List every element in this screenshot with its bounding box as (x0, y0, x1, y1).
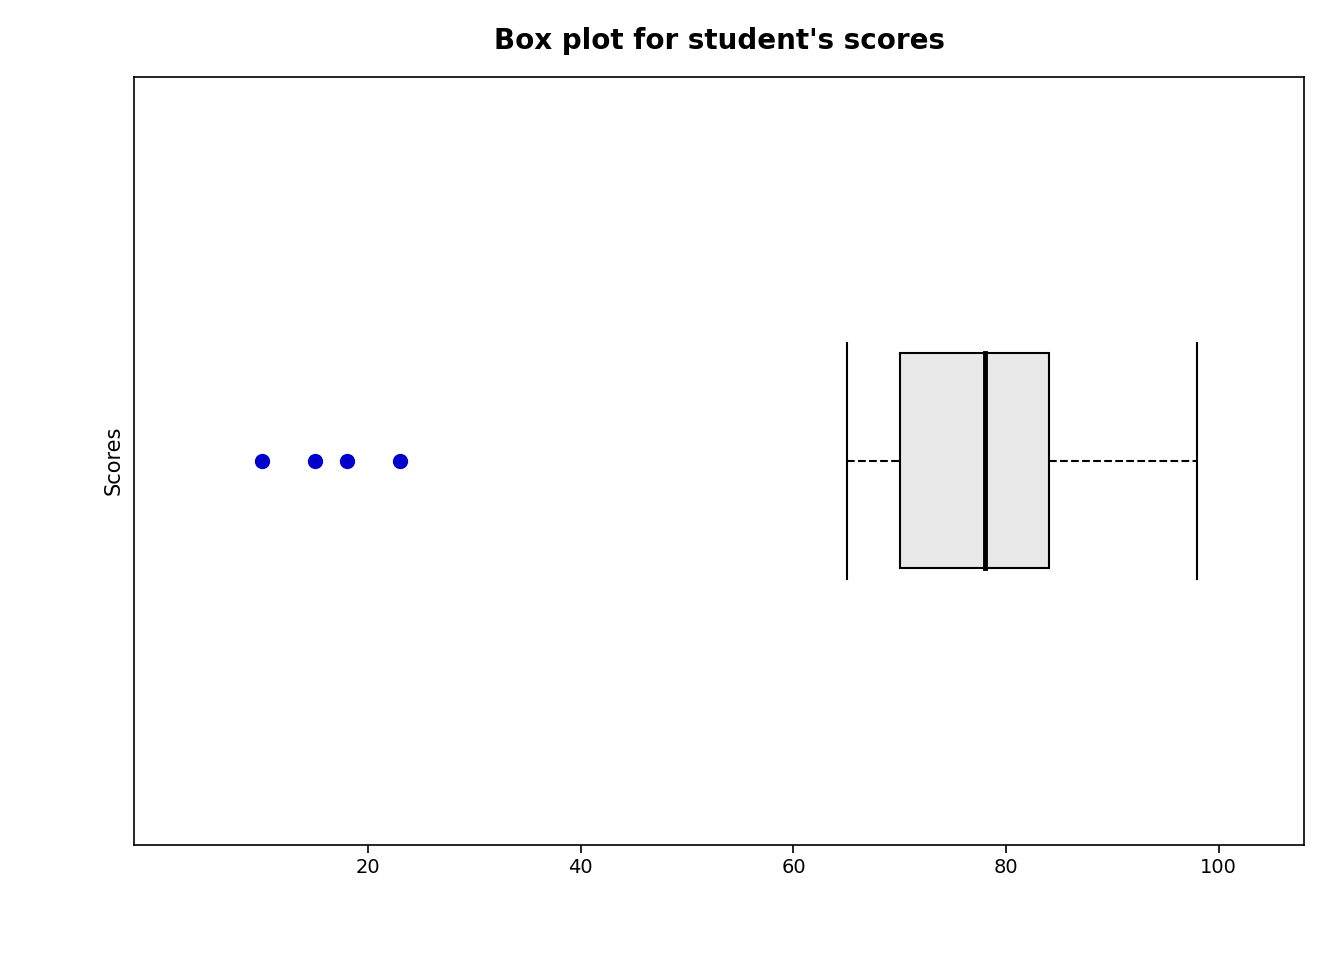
Bar (899, 353, 1048, 568)
Y-axis label: Scores: Scores (103, 426, 124, 495)
Point (251, 453, 273, 468)
Point (390, 453, 411, 468)
Title: Box plot for student's scores: Box plot for student's scores (493, 27, 945, 55)
Point (336, 453, 358, 468)
Point (304, 453, 325, 468)
